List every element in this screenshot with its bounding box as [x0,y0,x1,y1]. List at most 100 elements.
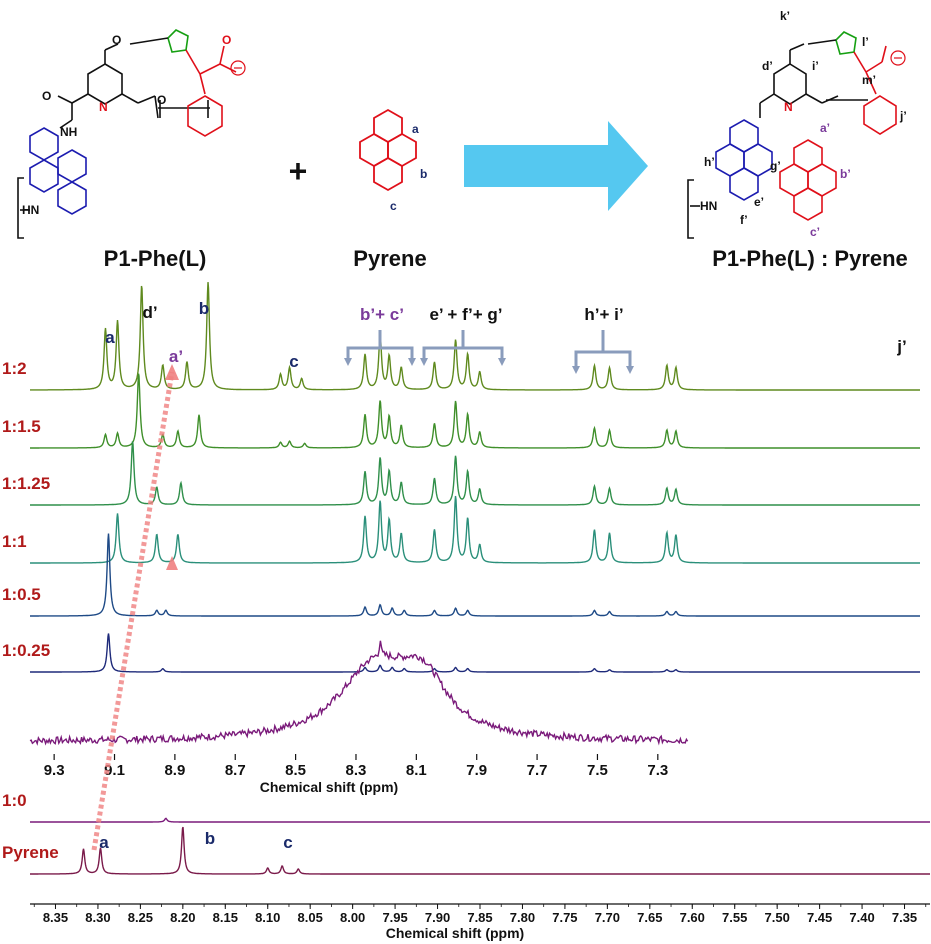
complex-atom-label: a’ [820,121,830,135]
spectrum-line [30,533,920,617]
spectrum-line [30,495,920,564]
pyrene-peak-label-a: a [99,833,109,852]
complex-atom-label: l’ [862,35,869,49]
x-tick-label: 7.3 [647,762,668,779]
complex-atom-label: d’ [762,59,773,73]
ratio-label: 1:1.25 [2,474,50,493]
complex-hn-label: HN [700,199,717,213]
x-tick-label: 7.45 [807,910,832,925]
pyrene-label-c: c [390,199,397,213]
hn-label: HN [22,203,39,217]
peak-label-hi-prime: h’+ i’ [584,305,623,324]
x-tick-label: 8.9 [164,762,185,779]
spectrum-line [30,282,920,391]
complex-atom-label: c’ [810,225,820,239]
x-tick-label: 7.60 [680,910,705,925]
amide-o-label: O [157,93,166,107]
spectrum-line [30,441,920,506]
x-tick-label: 7.65 [637,910,662,925]
complex-atom-label: g’ [770,159,781,173]
carbonyl-o-label: O [42,89,51,103]
structure-complex: N HN k’ i’ d’ l’ m’ j’ a’ h’ g’ b’ e’ f’ [687,9,907,239]
ratio-label: 1:0.5 [2,585,41,604]
x-axis-label: Chemical shift (ppm) [260,779,398,795]
reaction-arrow [464,121,648,211]
nh-label: NH [60,125,77,139]
x-tick-label: 8.35 [43,910,68,925]
x-tick-label: 8.25 [128,910,153,925]
complex-atom-label: j’ [899,109,907,123]
ratio-label: Pyrene [2,843,59,862]
carboxyl-o-label: O [222,33,231,47]
x-tick-label: 7.95 [382,910,407,925]
ratio-label: 1:0.25 [2,641,50,660]
x-tick-label: 7.80 [510,910,535,925]
pyrene-label-b: b [420,167,427,181]
x-tick-label: 7.90 [425,910,450,925]
complex-atom-label: b’ [840,167,851,181]
x-tick-label: 7.55 [722,910,747,925]
ratio-label: 1:0 [2,791,27,810]
pyridine-n-label: N [99,100,108,114]
ratio-label: 1:1.5 [2,417,41,436]
pyrene-label-a: a [412,122,419,136]
x-tick-label: 7.40 [849,910,874,925]
complex-atom-label: k’ [780,9,790,23]
x-tick-label: 7.85 [467,910,492,925]
x-tick-label: 7.9 [466,762,487,779]
shift-guide-arrow [91,364,179,851]
x-tick-label: 8.10 [255,910,280,925]
x-tick-label: 8.30 [85,910,110,925]
spectrum-line [30,373,920,449]
x-tick-label: 8.15 [213,910,238,925]
x-tick-label: 8.20 [170,910,195,925]
ether-o-label: O [112,33,121,47]
peak-label-j-prime: j’ [896,337,906,356]
x-tick-label: 7.70 [595,910,620,925]
x-tick-label: 9.3 [44,762,65,779]
x-tick-label: 8.00 [340,910,365,925]
x-tick-label: 7.75 [552,910,577,925]
x-tick-label: 8.7 [225,762,246,779]
complex-n-label: N [784,100,793,114]
caption-middle: Pyrene [353,246,426,271]
peak-annotations: a d’ b a’ c b’+ c’ e’ + f’+ g’ h’+ i’ j’ [91,299,907,851]
x-tick-label: 8.1 [406,762,427,779]
pyrene-peak-label-c: c [283,833,292,852]
x-tick-label: 7.5 [587,762,608,779]
ratio-label: 1:1 [2,532,27,551]
peak-label-b: b [199,299,209,318]
spectrum-line [30,633,920,673]
peak-label-a: a [105,328,115,347]
x-axis-label: Chemical shift (ppm) [386,925,524,941]
peak-label-d-prime: d’ [142,303,157,322]
ratio-label: 1:2 [2,359,27,378]
x-tick-label: 7.35 [892,910,917,925]
x-tick-label: 8.3 [346,762,367,779]
peak-label-c: c [289,352,298,371]
complex-atom-label: e’ [754,195,764,209]
x-tick-label: 7.50 [765,910,790,925]
x-tick-label: 8.05 [298,910,323,925]
complex-atom-label: i’ [812,59,819,73]
spectrum-line [30,826,930,875]
peak-label-efg-prime: e’ + f’+ g’ [429,305,502,324]
structure-p1-phe: O O O N NH O HN [17,29,246,239]
spectrum-line [29,640,689,746]
nmr-panel-titration: 1:21:1.51:1.251:11:0.51:0.259.3 9.1 8.9 8.7… [2,282,920,795]
complex-atom-label: h’ [704,155,715,169]
peak-label-bc-prime: b’+ c’ [360,305,404,324]
caption-left: P1-Phe(L) [104,246,207,271]
nmr-panel-reference: 1:0 Pyrene 8.35 8.30 8.25 8.20 8.15 8.10 8.05 8.0… [2,791,930,941]
plus-sign: + [289,153,308,189]
x-tick-label: 7.7 [527,762,548,779]
pyrene-peak-label-b: b [205,829,215,848]
peak-label-a-prime: a’ [169,347,183,366]
caption-right: P1-Phe(L) : Pyrene [712,246,908,271]
spectrum-line [30,817,930,823]
complex-atom-label: m’ [862,73,876,87]
x-tick-label: 8.5 [285,762,306,779]
complex-atom-label: f’ [740,213,748,227]
structure-pyrene: a b c [359,108,427,213]
